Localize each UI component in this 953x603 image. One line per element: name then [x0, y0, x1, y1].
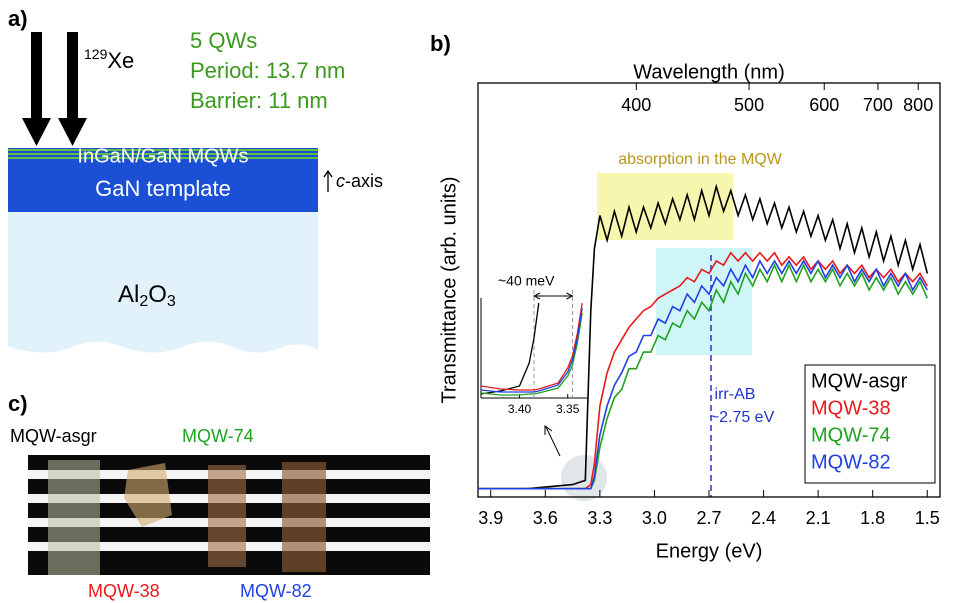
legend-entry: MQW-82 [811, 451, 891, 473]
x-tick-label: 2.4 [751, 508, 776, 528]
series-line [480, 302, 540, 395]
x-tick-label: 3.6 [533, 508, 558, 528]
spec: Barrier: 11 nm [190, 88, 328, 113]
axis-letter: c [336, 171, 345, 191]
x2-axis-label: Wavelength (nm) [633, 61, 785, 83]
panel-label: c) [8, 391, 28, 416]
formula-sub: 3 [167, 293, 176, 310]
series-line [478, 263, 929, 490]
ion-label: 129Xe [84, 46, 134, 73]
legend-entry: MQW-asgr [811, 370, 908, 392]
gan-template [8, 163, 318, 212]
series-line [480, 307, 583, 393]
series-line [478, 183, 929, 490]
ion-element: Xe [107, 48, 134, 73]
x-tick-label: 1.8 [860, 508, 885, 528]
substrate [8, 212, 318, 353]
panel-label: a) [8, 6, 28, 31]
axis-word: -axis [345, 171, 383, 191]
c-axis-arrow [323, 169, 333, 192]
legend-entry: MQW-38 [811, 397, 891, 419]
annotation: absorption in the MQW [618, 151, 783, 168]
spec: 5 QWs [190, 28, 257, 53]
zoom-arrow [544, 425, 561, 457]
x2-tick-label: 800 [903, 95, 933, 115]
series-line [478, 259, 928, 490]
x-tick-label: 3.0 [642, 508, 667, 528]
legend-box [804, 364, 936, 484]
x2-tick-label: 400 [621, 95, 651, 115]
layer-label: InGaN/GaN MQWs [77, 145, 248, 167]
x2-tick-label: 700 [863, 95, 893, 115]
x-tick-label: 3.9 [478, 508, 503, 528]
sample-label: MQW-82 [240, 581, 312, 601]
absorption-region [597, 173, 733, 240]
layer-label: GaN template [95, 176, 231, 201]
x-tick-label: 2.1 [806, 508, 831, 528]
series-line [478, 251, 928, 490]
x-tick-label: 3.3 [587, 508, 612, 528]
sample-label: MQW-38 [88, 581, 160, 601]
x-tick-label: 1.5 [915, 508, 940, 528]
formula-sub: 2 [139, 293, 148, 310]
axis-label: c-axis [336, 171, 383, 191]
substrate-label: Al2O3 [118, 281, 176, 310]
series-line [480, 302, 583, 391]
y-axis-label: Transmittance (arb. units) [438, 176, 460, 403]
x-axis-label: Energy (eV) [656, 540, 763, 562]
annotation: irr-AB [715, 386, 756, 403]
formula-part: O [148, 281, 167, 308]
spec: Period: 13.7 nm [190, 58, 345, 83]
annotation: ~2.75 eV [710, 409, 775, 426]
x-tick-label: 3.35 [556, 402, 580, 416]
photo [28, 455, 430, 575]
formula-part: Al [118, 281, 139, 308]
irr-region [656, 248, 752, 355]
panel-label: b) [430, 31, 451, 56]
sample-label: MQW-asgr [10, 426, 97, 446]
x2-tick-label: 600 [809, 95, 839, 115]
mqw-stack [8, 148, 318, 163]
legend-entry: MQW-74 [811, 424, 891, 446]
x-tick-label: 2.7 [696, 508, 721, 528]
ion-beam [22, 32, 87, 146]
x-tick-label: 3.40 [508, 402, 532, 416]
x2-tick-label: 500 [734, 95, 764, 115]
annotation: ~40 meV [498, 273, 555, 289]
sample-label: MQW-74 [182, 426, 254, 446]
span-arrowhead [532, 292, 574, 300]
series-line [480, 312, 583, 396]
ion-mass: 129 [84, 46, 108, 62]
